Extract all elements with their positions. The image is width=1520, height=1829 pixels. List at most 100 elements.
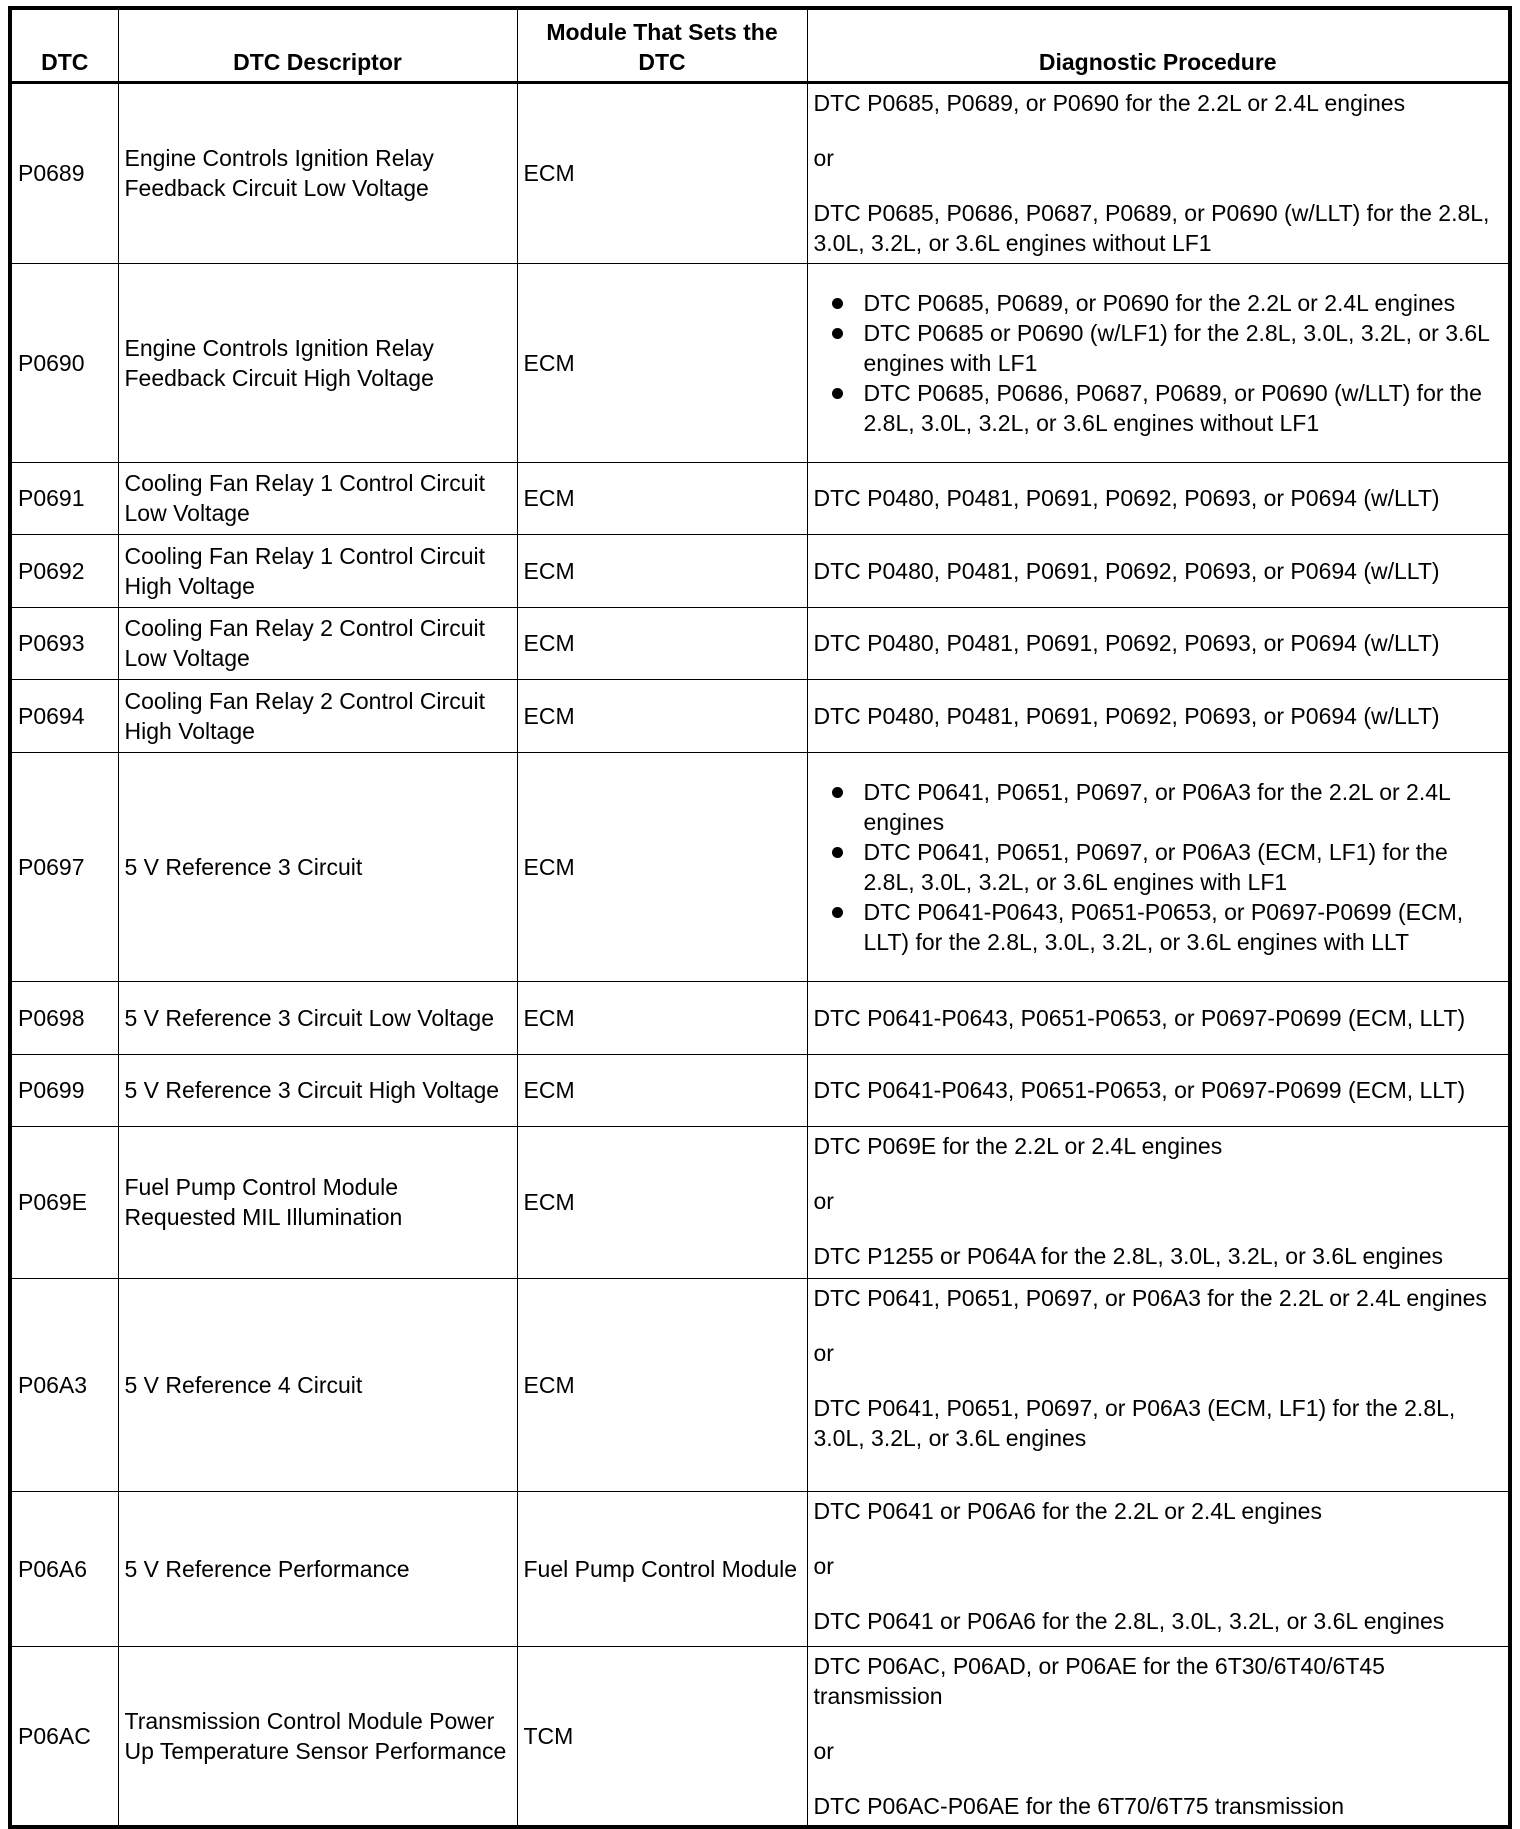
cell-module: ECM xyxy=(516,1277,808,1492)
cell-dtc: P06AC xyxy=(9,1645,119,1828)
cell-procedure: DTC P069E for the 2.2L or 2.4L engines or… xyxy=(806,1125,1511,1279)
cell-module: Fuel Pump Control Module xyxy=(516,1490,808,1647)
cell-dtc: P0694 xyxy=(9,678,119,753)
cell-dtc: P0693 xyxy=(9,606,119,680)
cell-procedure: DTC P06AC, P06AD, or P06AE for the 6T30/… xyxy=(806,1645,1511,1828)
cell-descriptor: 5 V Reference 3 Circuit Low Voltage xyxy=(117,980,518,1055)
procedure-text: DTC P1255 or P064A for the 2.8L, 3.0L, 3… xyxy=(813,1242,1444,1269)
table-row: P0689 Engine Controls Ignition Relay Feed… xyxy=(9,81,1511,264)
table-row: P0690 Engine Controls Ignition Relay Feed… xyxy=(9,262,1511,463)
cell-procedure: DTC P0641-P0643, P0651-P0653, or P0697-P… xyxy=(806,980,1511,1055)
cell-procedure: DTC P0480, P0481, P0691, P0692, P0693, o… xyxy=(806,461,1511,535)
procedure-text: DTC P0480, P0481, P0691, P0692, P0693, o… xyxy=(813,557,1440,584)
cell-module: ECM xyxy=(516,461,808,535)
cell-module: ECM xyxy=(516,980,808,1055)
cell-module: ECM xyxy=(516,533,808,608)
header-procedure: Diagnostic Procedure xyxy=(806,7,1511,84)
cell-descriptor: 5 V Reference 4 Circuit xyxy=(117,1277,518,1492)
cell-descriptor: Cooling Fan Relay 2 Control Circuit Low … xyxy=(117,606,518,680)
procedure-text: or xyxy=(813,1339,834,1366)
procedure-list: DTC P0641, P0651, P0697, or P06A3 for th… xyxy=(814,777,1503,957)
procedure-text: DTC P0480, P0481, P0691, P0692, P0693, o… xyxy=(813,485,1440,511)
procedure-item: DTC P0641-P0643, P0651-P0653, or P0697-P… xyxy=(831,897,1503,957)
dtc-table: DTC DTC Descriptor Module That Sets the … xyxy=(8,6,1512,1829)
procedure-text: DTC P0641, P0651, P0697, or P06A3 (ECM, … xyxy=(813,1394,1456,1451)
table-row: P0692 Cooling Fan Relay 1 Control Circuit… xyxy=(9,533,1511,608)
cell-module: ECM xyxy=(516,751,808,982)
cell-procedure: DTC P0685, P0689, or P0690 for the 2.2L … xyxy=(806,81,1511,264)
cell-procedure: DTC P0480, P0481, P0691, P0692, P0693, o… xyxy=(806,533,1511,608)
cell-module: ECM xyxy=(516,606,808,680)
cell-module: ECM xyxy=(516,1125,808,1279)
cell-dtc: P0691 xyxy=(9,461,119,535)
cell-descriptor: 5 V Reference 3 Circuit xyxy=(117,751,518,982)
cell-procedure: DTC P0480, P0481, P0691, P0692, P0693, o… xyxy=(806,678,1511,753)
cell-descriptor: 5 V Reference Performance xyxy=(117,1490,518,1647)
table-row: P069E Fuel Pump Control Module Requested … xyxy=(9,1125,1511,1279)
table-row: P0697 5 V Reference 3 Circuit ECM DTC P0641… xyxy=(9,751,1511,982)
procedure-text: DTC P06AC, P06AD, or P06AE for the 6T30/… xyxy=(813,1652,1385,1709)
procedure-text: DTC P0641-P0643, P0651-P0653, or P0697-P… xyxy=(813,1004,1466,1031)
cell-descriptor: Fuel Pump Control Module Requested MIL I… xyxy=(117,1125,518,1279)
table-row: P0694 Cooling Fan Relay 2 Control Circuit… xyxy=(9,678,1511,753)
procedure-text: DTC P0685, P0686, P0687, P0689, or P0690… xyxy=(813,199,1490,256)
header-descriptor: DTC Descriptor xyxy=(117,7,518,84)
cell-dtc: P0692 xyxy=(9,533,119,608)
table-row: P0693 Cooling Fan Relay 2 Control Circuit… xyxy=(9,606,1511,680)
cell-descriptor: 5 V Reference 3 Circuit High Voltage xyxy=(117,1053,518,1127)
procedure-item: DTC P0685, P0689, or P0690 for the 2.2L … xyxy=(831,288,1503,318)
cell-procedure: DTC P0480, P0481, P0691, P0692, P0693, o… xyxy=(806,606,1511,680)
procedure-item: DTC P0641, P0651, P0697, or P06A3 (ECM, … xyxy=(831,837,1503,897)
procedure-item: DTC P0685 or P0690 (w/LF1) for the 2.8L,… xyxy=(831,318,1503,378)
procedure-text: or xyxy=(813,1737,834,1764)
header-module: Module That Sets the DTC xyxy=(516,7,808,84)
cell-dtc: P0690 xyxy=(9,262,119,463)
procedure-item: DTC P0641, P0651, P0697, or P06A3 for th… xyxy=(831,777,1503,837)
cell-descriptor: Transmission Control Module Power Up Tem… xyxy=(117,1645,518,1828)
procedure-text: or xyxy=(813,1552,834,1579)
cell-dtc: P0698 xyxy=(9,980,119,1055)
cell-procedure: DTC P0641, P0651, P0697, or P06A3 for th… xyxy=(806,751,1511,982)
cell-dtc: P06A3 xyxy=(9,1277,119,1492)
cell-dtc: P0699 xyxy=(9,1053,119,1127)
table-row: P06A3 5 V Reference 4 Circuit ECM DTC P0641… xyxy=(9,1277,1511,1492)
cell-descriptor: Cooling Fan Relay 1 Control Circuit Low … xyxy=(117,461,518,535)
procedure-text: DTC P069E for the 2.2L or 2.4L engines xyxy=(813,1132,1223,1159)
procedure-text: or xyxy=(813,1187,834,1214)
procedure-list: DTC P0685, P0689, or P0690 for the 2.2L … xyxy=(814,288,1503,438)
table-row: P0699 5 V Reference 3 Circuit High Voltag… xyxy=(9,1053,1511,1127)
procedure-text: DTC P0641 or P06A6 for the 2.2L or 2.4L … xyxy=(813,1497,1322,1524)
procedure-text: DTC P06AC-P06AE for the 6T70/6T75 transm… xyxy=(813,1792,1345,1819)
cell-dtc: P069E xyxy=(9,1125,119,1279)
procedure-item: DTC P0685, P0686, P0687, P0689, or P0690… xyxy=(831,378,1503,438)
cell-procedure: DTC P0641-P0643, P0651-P0653, or P0697-P… xyxy=(806,1053,1511,1127)
cell-descriptor: Engine Controls Ignition Relay Feedback … xyxy=(117,81,518,264)
procedure-text: DTC P0641, P0651, P0697, or P06A3 for th… xyxy=(813,1284,1487,1311)
cell-module: TCM xyxy=(516,1645,808,1828)
cell-module: ECM xyxy=(516,1053,808,1127)
cell-dtc: P0689 xyxy=(9,81,119,264)
cell-module: ECM xyxy=(516,81,808,264)
cell-procedure: DTC P0641 or P06A6 for the 2.2L or 2.4L … xyxy=(806,1490,1511,1647)
cell-module: ECM xyxy=(516,262,808,463)
procedure-text: DTC P0685, P0689, or P0690 for the 2.2L … xyxy=(813,89,1406,116)
cell-descriptor: Cooling Fan Relay 1 Control Circuit High… xyxy=(117,533,518,608)
table-row: P0698 5 V Reference 3 Circuit Low Voltage… xyxy=(9,980,1511,1055)
cell-procedure: DTC P0641, P0651, P0697, or P06A3 for th… xyxy=(806,1277,1511,1492)
procedure-text: DTC P0480, P0481, P0691, P0692, P0693, o… xyxy=(813,702,1440,729)
cell-dtc: P06A6 xyxy=(9,1490,119,1647)
table-row: P0691 Cooling Fan Relay 1 Control Circuit… xyxy=(9,461,1511,535)
table-row: P06A6 5 V Reference Performance Fuel Pump … xyxy=(9,1490,1511,1647)
cell-descriptor: Cooling Fan Relay 2 Control Circuit High… xyxy=(117,678,518,753)
header-row: DTC DTC Descriptor Module That Sets the … xyxy=(9,7,1511,84)
cell-dtc: P0697 xyxy=(9,751,119,982)
cell-procedure: DTC P0685, P0689, or P0690 for the 2.2L … xyxy=(806,262,1511,463)
procedure-text: DTC P0641-P0643, P0651-P0653, or P0697-P… xyxy=(813,1077,1466,1103)
procedure-text: or xyxy=(813,144,834,171)
table-row: P06AC Transmission Control Module Power U… xyxy=(9,1645,1511,1828)
cell-module: ECM xyxy=(516,678,808,753)
header-dtc: DTC xyxy=(9,7,119,84)
procedure-text: DTC P0641 or P06A6 for the 2.8L, 3.0L, 3… xyxy=(813,1607,1445,1634)
procedure-text: DTC P0480, P0481, P0691, P0692, P0693, o… xyxy=(813,630,1440,656)
cell-descriptor: Engine Controls Ignition Relay Feedback … xyxy=(117,262,518,463)
